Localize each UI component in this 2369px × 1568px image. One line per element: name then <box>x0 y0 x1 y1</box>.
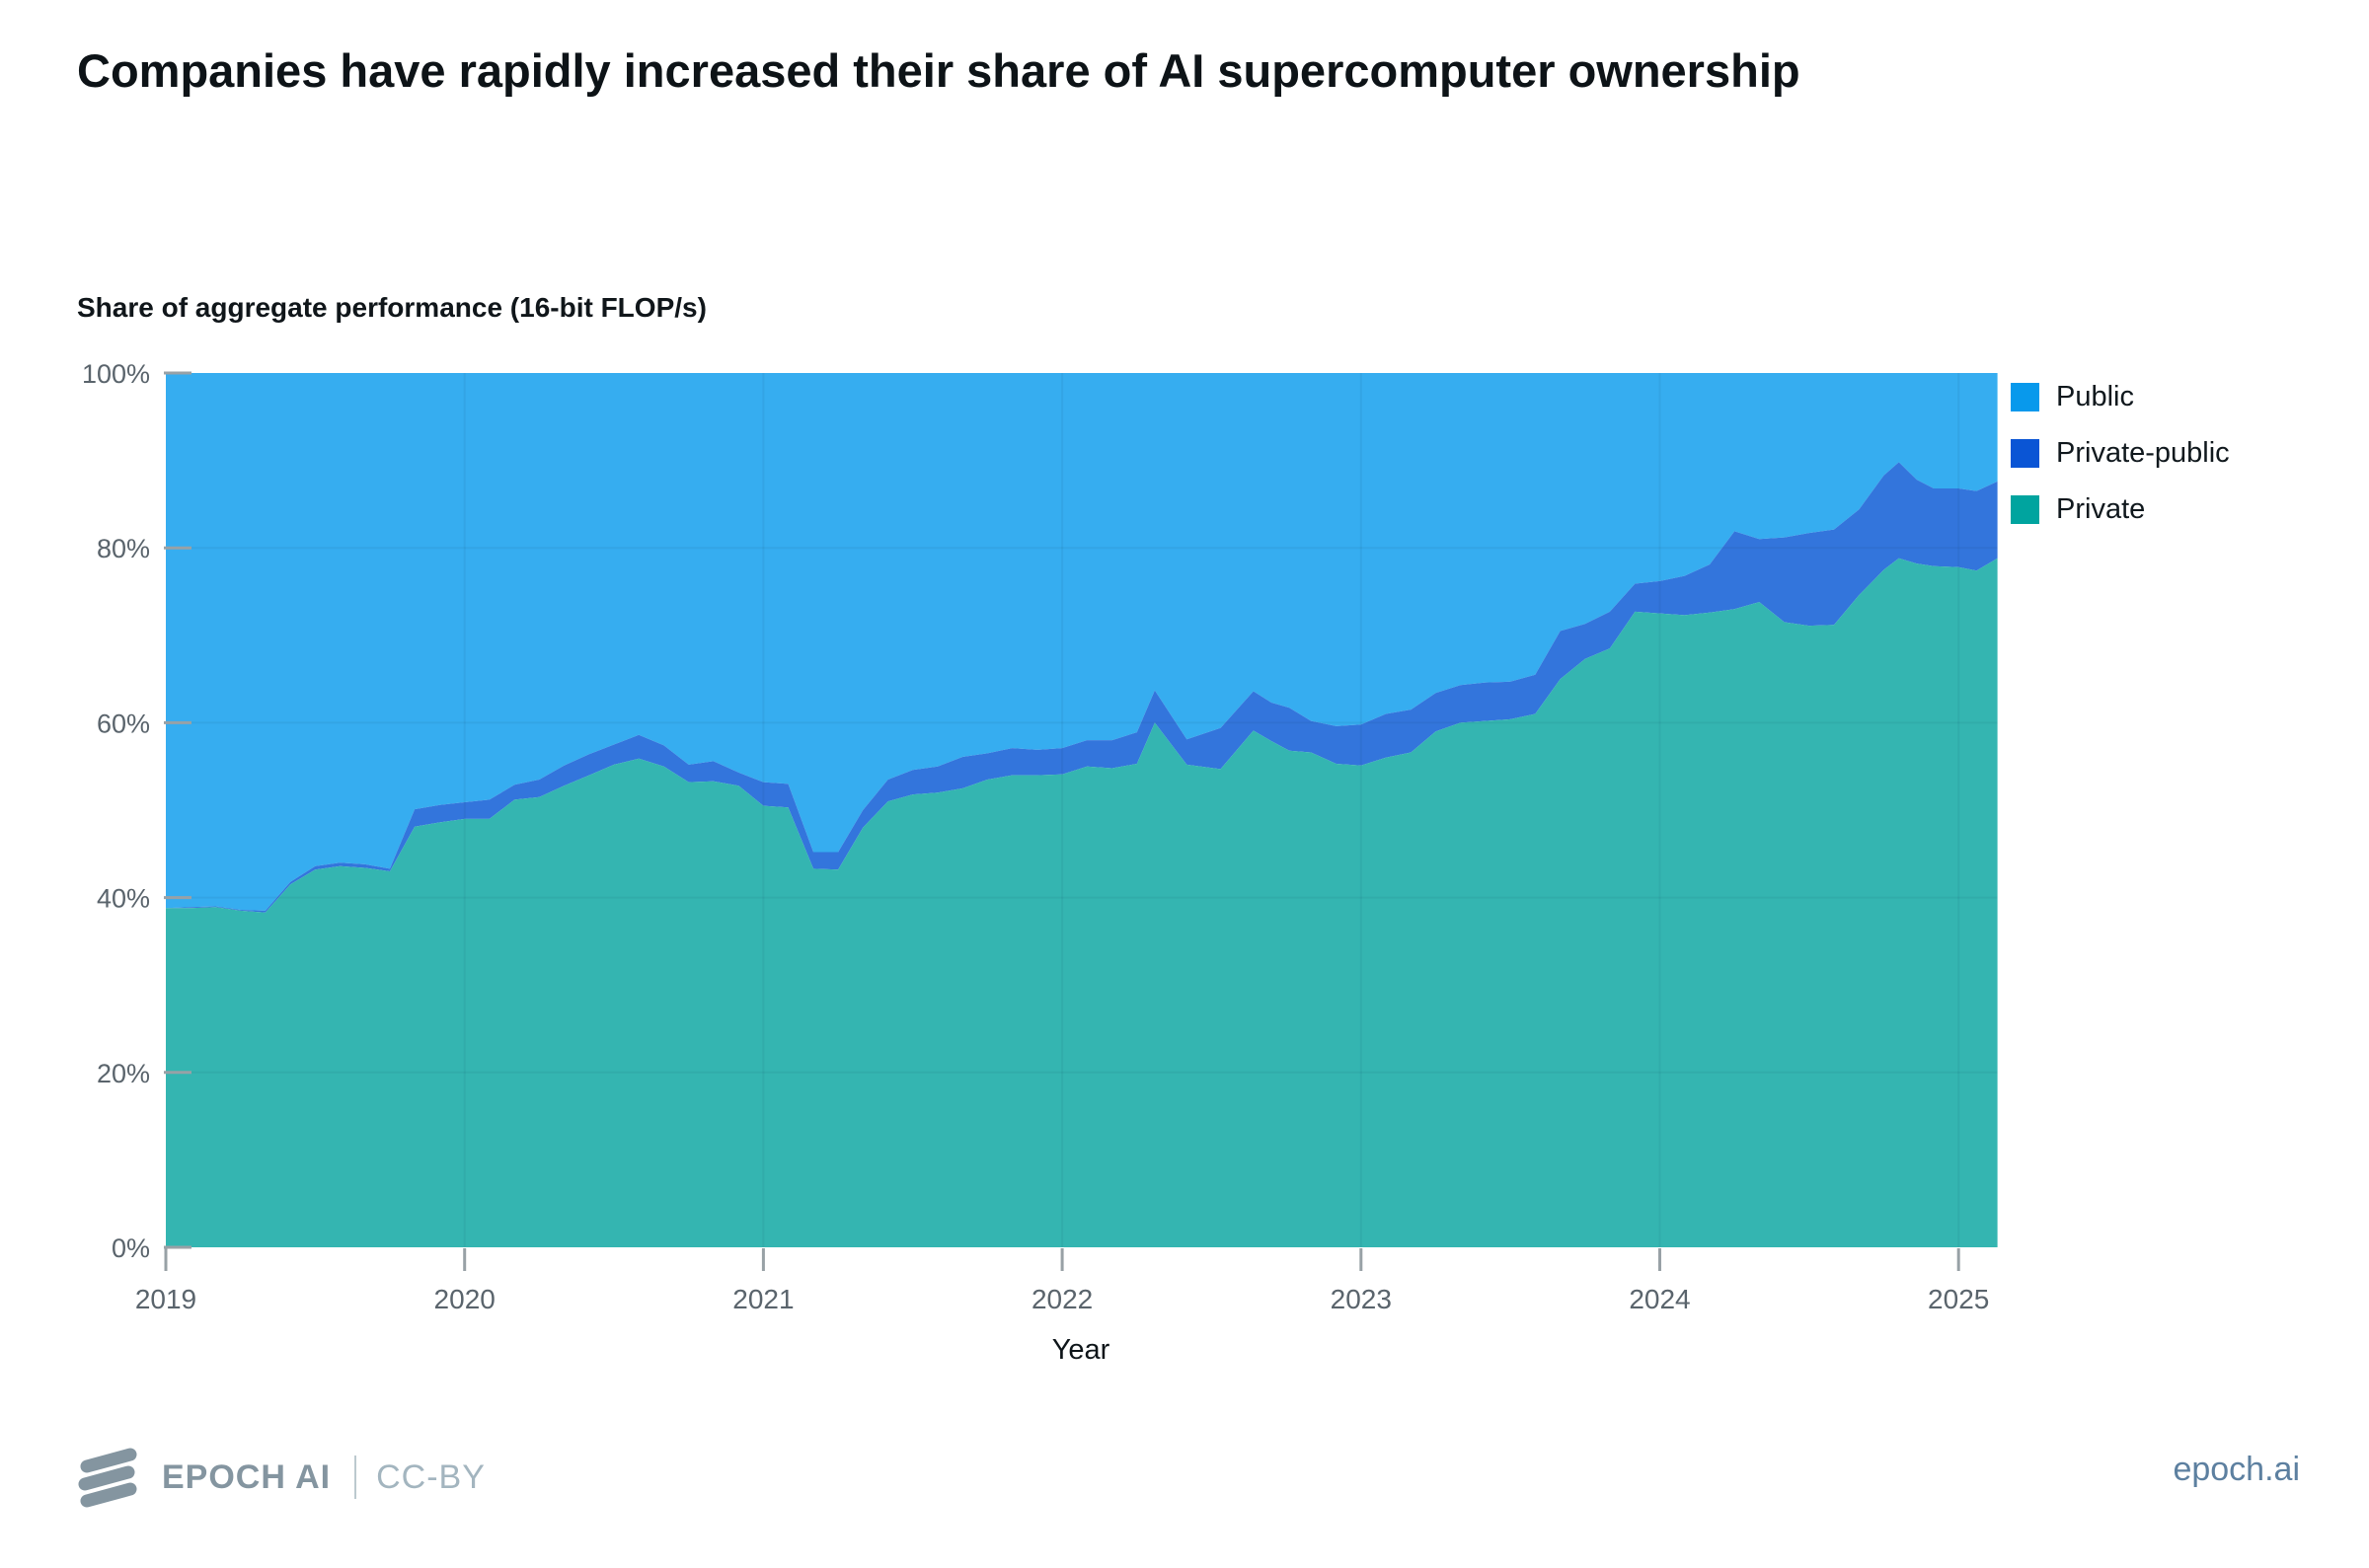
x-tick-label: 2024 <box>1629 1284 1690 1314</box>
y-axis-title: Share of aggregate performance (16-bit F… <box>77 292 707 323</box>
legend: Public Private-public Private <box>2011 381 2230 552</box>
footer-brand-block: EPOCH AI CC-BY <box>77 1443 486 1512</box>
area-private <box>166 558 1998 1247</box>
y-tick-label: 0% <box>112 1233 150 1263</box>
y-tick-label: 80% <box>97 534 150 563</box>
x-tick-label: 2025 <box>1928 1284 1989 1314</box>
legend-label-public: Public <box>2056 381 2134 412</box>
license-text: CC-BY <box>376 1457 486 1496</box>
legend-item-private-public: Private-public <box>2011 437 2230 469</box>
x-tick-label: 2019 <box>135 1284 196 1314</box>
legend-label-private: Private <box>2056 493 2146 525</box>
x-tick-label: 2021 <box>732 1284 794 1314</box>
area-public <box>166 373 1998 911</box>
site-link[interactable]: epoch.ai <box>2173 1451 2300 1488</box>
y-tick-label: 20% <box>97 1059 150 1088</box>
public-swatch-icon <box>2011 383 2039 411</box>
legend-item-public: Public <box>2011 381 2230 412</box>
x-tick-label: 2020 <box>434 1284 496 1314</box>
legend-item-private: Private <box>2011 493 2230 525</box>
brand-text: EPOCH AI <box>162 1457 332 1496</box>
footer-divider <box>354 1456 357 1499</box>
legend-label-private-public: Private-public <box>2056 437 2230 469</box>
epoch-logo-icon <box>78 1448 137 1508</box>
x-tick-label: 2022 <box>1032 1284 1093 1314</box>
x-tick-label: 2023 <box>1331 1284 1392 1314</box>
y-tick-label: 40% <box>97 884 150 914</box>
private-public-swatch-icon <box>2011 439 2039 468</box>
y-tick-label: 60% <box>97 709 150 738</box>
y-tick-label: 100% <box>82 359 150 389</box>
page-title: Companies have rapidly increased their s… <box>77 44 1800 97</box>
private-swatch-icon <box>2011 495 2039 524</box>
x-axis-title: Year <box>1051 1334 1110 1366</box>
